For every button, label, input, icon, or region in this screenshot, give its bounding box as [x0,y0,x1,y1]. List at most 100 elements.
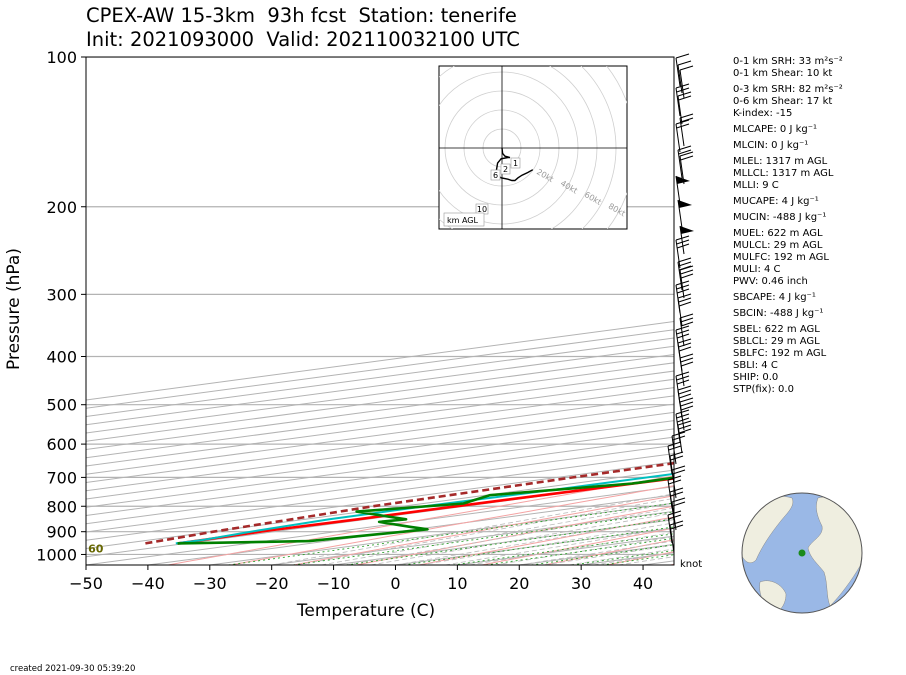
y-tick-label: 300 [46,285,77,304]
y-axis-label: Pressure (hPa) [4,248,24,370]
index-stat: MLCIN: 0 J kg⁻¹ [733,140,809,151]
barb-staff [669,491,675,521]
wind-barb [669,487,684,521]
hodo-height-box [510,157,521,169]
barb-staff [679,269,685,299]
barb-feather [680,269,694,275]
y-tick-label: 600 [46,435,77,454]
wind-barb [675,83,690,117]
hodograph-frame [438,65,628,230]
wind-barb [675,235,690,269]
index-stat: MLLI: 9 C [733,180,779,191]
x-tick-label: −10 [317,574,351,593]
moist-adiabat [321,502,674,565]
index-stat: SBLI: 4 C [733,360,778,371]
barb-feather [672,469,686,475]
index-stat: SBCAPE: 4 J kg⁻¹ [733,292,816,303]
dry-adiabat [168,475,674,565]
barb-feather [676,329,690,335]
barb-feather [678,95,692,101]
x-tick-label: 40 [633,574,653,593]
barb-pennant [676,176,690,184]
barb-staff [675,239,681,269]
barb-staff [671,469,677,499]
barb-feather [675,325,690,331]
hodo-height-label: 1 [513,159,518,168]
barb-feather [678,342,692,348]
isotherm-line [86,444,674,525]
index-stat: 0-3 km SRH: 82 m²s⁻² [733,84,843,95]
index-stat: MLCAPE: 0 J kg⁻¹ [733,124,818,135]
barb-feather [675,409,690,415]
barb-feather [679,353,694,359]
plot-area [86,57,674,565]
y-tick-label: 800 [46,497,77,516]
barb-feather [667,441,682,447]
barb-staff [671,501,677,531]
wind-barb [675,175,690,205]
barb-feather [675,53,690,59]
y-tick-label: 500 [46,396,77,415]
moist-adiabat [469,531,674,565]
barb-staff [669,524,675,554]
isotherm-line [86,453,674,533]
index-stat: STP(fix): 0.0 [733,384,794,395]
barb-feather [679,397,694,403]
isotherm-line [86,411,674,492]
barb-feather [675,235,690,241]
barb-feather [677,379,690,385]
wind-barb [677,60,692,94]
wind-barb [677,145,692,179]
barb-feather [677,417,690,423]
index-stat: MULI: 4 C [733,264,781,275]
barb-feather [677,60,692,66]
y-tick-label: 100 [46,48,77,67]
barb-feather [677,420,692,426]
barb-feather [679,313,694,319]
moist-adiabat [296,497,674,565]
barb-feather [677,257,692,263]
wind-barb [677,199,692,229]
isotherm-line [86,428,674,508]
barb-feather [677,333,690,339]
x-tick-label: −40 [131,574,165,593]
x-tick-label: 0 [390,574,400,593]
barb-feather [675,280,690,286]
barb-staff [667,445,673,475]
barb-feather [679,393,692,399]
barb-feather [681,361,694,367]
wind-barb [669,520,684,554]
barb-pennant [680,226,694,234]
index-stat: MULFC: 192 m AGL [733,252,829,263]
barb-feather [678,424,692,430]
barb-staff [677,261,683,291]
barb-feather [680,317,694,323]
barb-feather [677,385,692,391]
plot-frame [85,56,675,566]
barb-feather [681,273,694,279]
barb-staff [677,149,683,179]
barb-feather [672,501,686,507]
x-tick-label: 30 [571,574,591,593]
x-tick-label: 20 [509,574,529,593]
barb-feather [669,487,684,493]
index-stat: PWV: 0.46 inch [733,276,808,287]
barb-feather [677,243,690,249]
barb-feather [680,401,694,407]
barb-feather [672,435,686,441]
temperature-profile [177,477,674,545]
barb-feather [678,261,692,267]
barb-feather [669,520,684,526]
barb-feather [668,445,682,451]
location-globe-map [741,492,863,614]
isotherm-line [86,461,674,541]
hodo-unit-label: km AGL [447,216,479,225]
barb-feather [679,346,692,352]
dry-adiabat [293,495,674,565]
barb-feather [670,491,684,497]
x-tick-label: −50 [69,574,103,593]
y-tick-label: 700 [46,468,77,487]
index-stat: MLLCL: 1317 m AGL [733,168,834,179]
barb-staff [677,64,683,94]
